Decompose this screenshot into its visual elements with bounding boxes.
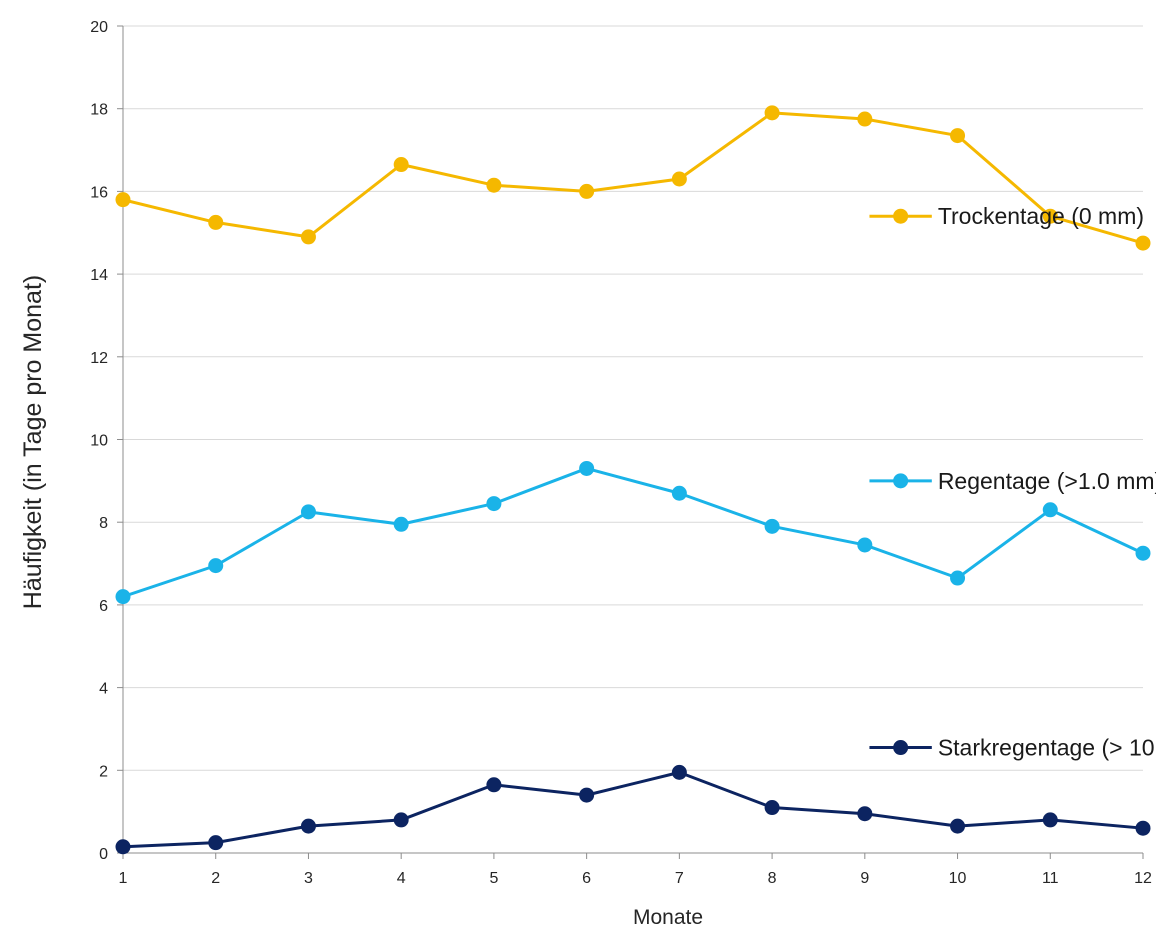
data-point <box>950 128 966 144</box>
data-point <box>486 177 502 193</box>
series-1 <box>115 105 1151 251</box>
x-tick-label: 9 <box>860 870 869 887</box>
data-point <box>300 504 316 520</box>
data-point <box>857 111 873 127</box>
x-tick-label: 3 <box>304 870 313 887</box>
data-point <box>950 570 966 586</box>
data-point <box>1042 502 1058 518</box>
y-tick-label: 4 <box>99 681 108 698</box>
data-point <box>579 460 595 476</box>
data-point <box>950 818 966 834</box>
data-point <box>208 214 224 230</box>
x-tick-label: 1 <box>119 870 128 887</box>
data-point <box>1135 545 1151 561</box>
series-3 <box>115 764 1151 855</box>
x-tick-label: 2 <box>211 870 220 887</box>
y-tick-label: 20 <box>90 19 108 36</box>
data-point <box>764 518 780 534</box>
data-point <box>671 764 687 780</box>
legend-marker <box>893 473 909 489</box>
data-point <box>393 812 409 828</box>
series-2 <box>115 460 1151 605</box>
data-point <box>486 496 502 512</box>
legend-label: Starkregentage (> 10.0 mm) <box>938 735 1156 761</box>
y-tick-label: 10 <box>90 433 108 450</box>
data-point <box>1135 235 1151 251</box>
legend-entry-1: Trockentage (0 mm) <box>869 203 1144 229</box>
y-tick-label: 16 <box>90 184 108 201</box>
legend: Trockentage (0 mm) Regentage (>1.0 mm) Sta… <box>869 203 1156 761</box>
legend-label: Regentage (>1.0 mm) <box>938 468 1156 494</box>
data-point <box>857 537 873 553</box>
data-point <box>208 835 224 851</box>
legend-entry-3: Starkregentage (> 10.0 mm) <box>869 735 1156 761</box>
data-point <box>115 839 131 855</box>
data-point <box>115 589 131 605</box>
x-tick-label: 10 <box>949 870 967 887</box>
y-tick-label: 0 <box>99 846 108 863</box>
x-axis-title: Monate <box>633 906 703 929</box>
data-point <box>671 171 687 187</box>
y-tick-label: 2 <box>99 763 108 780</box>
y-tick-label: 18 <box>90 102 108 119</box>
data-point <box>300 229 316 245</box>
data-point <box>115 192 131 208</box>
data-point <box>579 787 595 803</box>
x-tick-label: 5 <box>489 870 498 887</box>
series-group <box>115 105 1151 855</box>
data-point <box>579 183 595 199</box>
series-line <box>122 111 1144 245</box>
legend-entry-2: Regentage (>1.0 mm) <box>869 468 1156 494</box>
gridlines <box>123 25 1143 771</box>
data-point <box>208 558 224 574</box>
data-point <box>393 157 409 173</box>
data-point <box>300 818 316 834</box>
x-tick-label: 11 <box>1042 870 1059 887</box>
data-point <box>393 516 409 532</box>
x-tick-label: 6 <box>582 870 591 887</box>
y-tick-label: 8 <box>99 515 108 532</box>
y-tick-label: 14 <box>90 267 108 284</box>
data-point <box>857 806 873 822</box>
legend-marker <box>893 208 909 224</box>
series-line <box>122 466 1144 599</box>
legend-label: Trockentage (0 mm) <box>938 203 1144 229</box>
x-tick-label: 4 <box>397 870 406 887</box>
legend-marker <box>893 740 909 756</box>
x-tick-label: 7 <box>675 870 684 887</box>
y-tick-label: 12 <box>90 350 108 367</box>
data-point <box>1042 208 1058 224</box>
data-point <box>671 485 687 501</box>
data-point <box>1042 812 1058 828</box>
x-tick-label: 12 <box>1134 870 1152 887</box>
x-tick-label: 8 <box>768 870 777 887</box>
series-line <box>122 770 1144 849</box>
y-tick-label: 6 <box>99 598 108 615</box>
data-point <box>1135 820 1151 836</box>
data-point <box>486 777 502 793</box>
y-axis-title: Häufigkeit (in Tage pro Monat) <box>19 275 47 609</box>
data-point <box>764 105 780 121</box>
data-point <box>764 800 780 816</box>
